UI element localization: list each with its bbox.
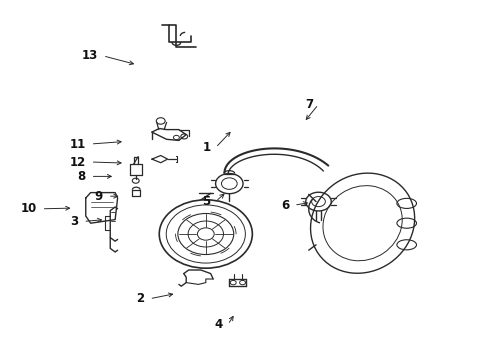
Text: 10: 10 [21,202,37,215]
Text: 13: 13 [82,49,98,62]
Text: 12: 12 [70,156,86,168]
Text: 4: 4 [215,318,223,331]
Text: 8: 8 [77,170,86,183]
Text: 1: 1 [202,141,211,154]
Text: 7: 7 [305,98,314,111]
Text: 5: 5 [202,195,211,208]
Text: 9: 9 [95,190,103,203]
Text: 2: 2 [136,292,145,305]
Text: 11: 11 [70,138,86,150]
Text: 3: 3 [70,215,78,228]
Text: 6: 6 [281,199,289,212]
